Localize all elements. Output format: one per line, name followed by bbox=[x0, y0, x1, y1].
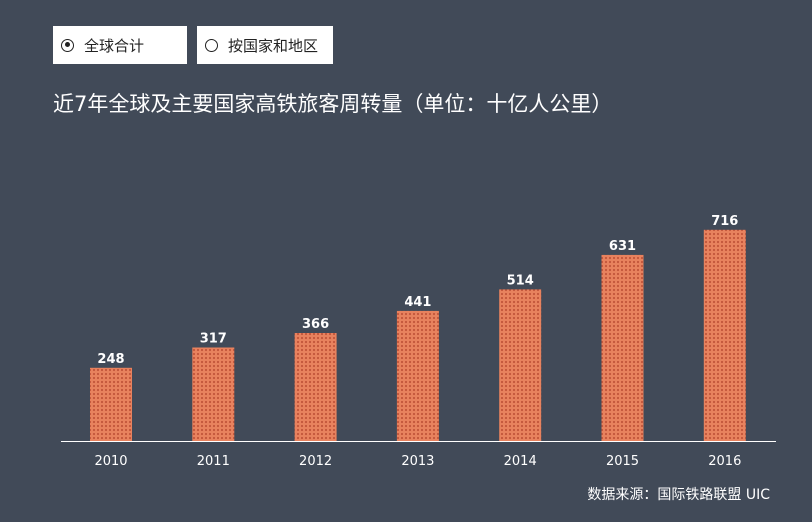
chart-title: 近7年全球及主要国家高铁旅客周转量（单位：十亿人公里） bbox=[53, 92, 613, 116]
x-tick-2015: 2015 bbox=[606, 454, 639, 469]
radio-unselected-icon bbox=[205, 38, 218, 52]
data-source-note: 数据来源：国际铁路联盟 UIC bbox=[587, 487, 770, 503]
option-global-label: 全球合计 bbox=[84, 36, 145, 55]
value-label-2012: 366 bbox=[302, 317, 329, 332]
value-label-2014: 514 bbox=[507, 273, 534, 288]
value-label-2010: 248 bbox=[97, 352, 124, 367]
bar-2011 bbox=[192, 347, 235, 441]
x-tick-2012: 2012 bbox=[299, 454, 332, 469]
x-tick-2013: 2013 bbox=[401, 454, 434, 469]
bar-2014 bbox=[499, 289, 542, 441]
bar-2015 bbox=[601, 254, 644, 441]
bar-2016 bbox=[703, 229, 746, 441]
value-label-2016: 716 bbox=[711, 214, 738, 229]
x-tick-2014: 2014 bbox=[504, 454, 537, 469]
x-tick-2011: 2011 bbox=[197, 454, 230, 469]
value-label-2013: 441 bbox=[404, 295, 431, 310]
bar-2010 bbox=[90, 367, 132, 441]
x-tick-2016: 2016 bbox=[708, 454, 741, 469]
option-by-country[interactable]: 按国家和地区 bbox=[197, 26, 333, 64]
value-label-2015: 631 bbox=[609, 239, 636, 254]
x-tick-2010: 2010 bbox=[94, 454, 127, 469]
option-global-total[interactable]: 全球合计 bbox=[53, 26, 187, 64]
value-label-2011: 317 bbox=[200, 332, 227, 347]
option-country-label: 按国家和地区 bbox=[228, 36, 319, 55]
bar-2013 bbox=[396, 310, 439, 441]
radio-selected-icon bbox=[61, 38, 74, 52]
bar-2012 bbox=[294, 333, 337, 441]
